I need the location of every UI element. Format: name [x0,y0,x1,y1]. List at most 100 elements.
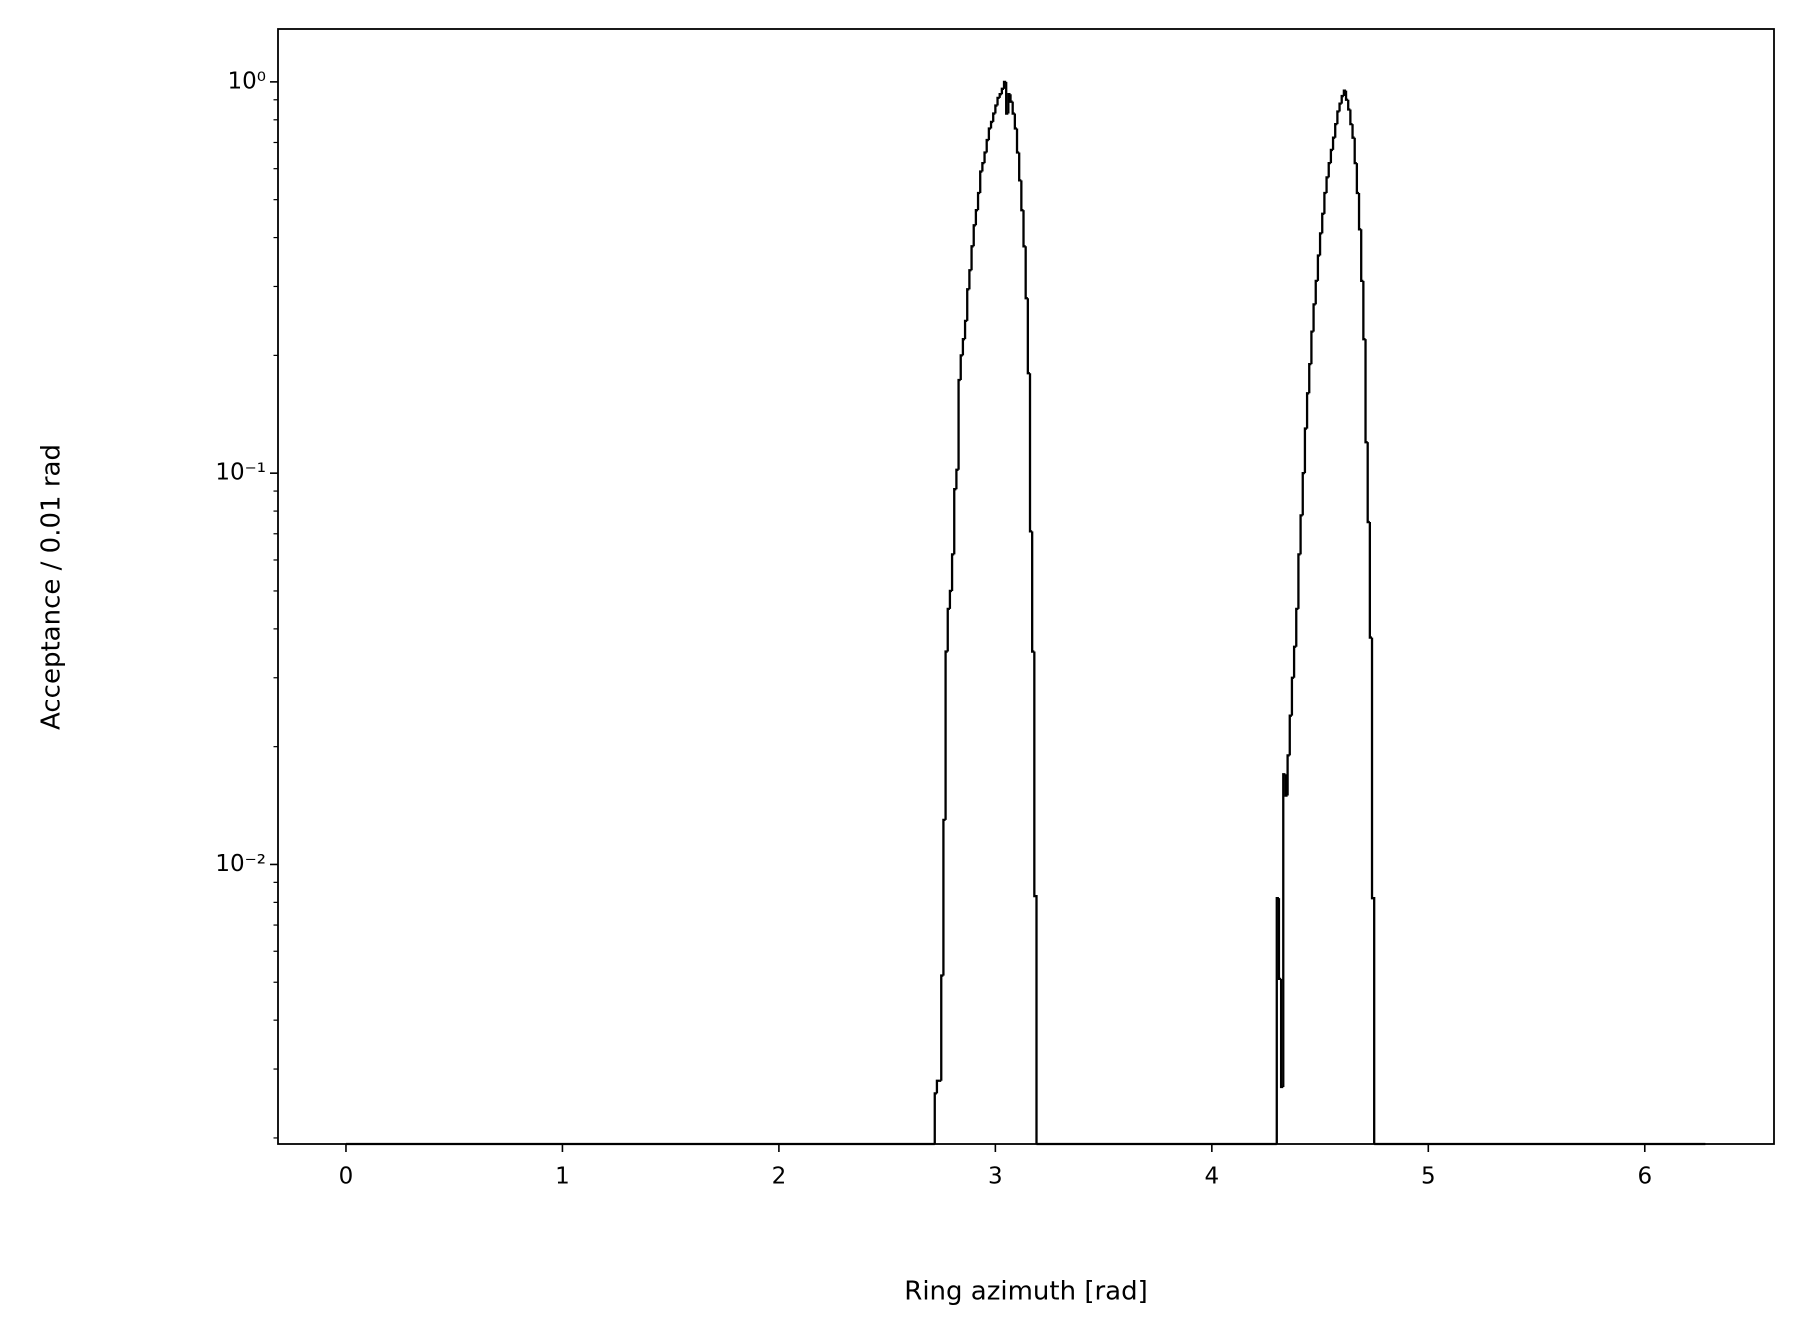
histogram-bin [1366,442,1370,524]
histogram-bin [1368,522,1373,639]
histogram-bin [996,96,1000,106]
histogram-bin [972,224,976,247]
histogram-bin [1031,531,1035,653]
histogram-bin [1277,898,1282,981]
histogram-bin [1020,180,1024,212]
histogram-bin [944,650,948,820]
histogram-bin [992,112,996,122]
plot-frame [277,28,1775,1145]
histogram-bin [957,378,961,470]
histogram-bin [1355,163,1360,195]
histogram-bin [1026,298,1030,375]
histogram-bin [961,338,966,356]
histogram-bin [1013,113,1018,130]
histogram-bin [1347,99,1351,111]
histogram-bin [981,161,985,172]
x-tick-label: 6 [1637,1164,1652,1190]
histogram-bin [1314,279,1318,305]
histogram-bin [1364,339,1368,444]
histogram-bin [1288,714,1292,756]
histogram-bin [985,138,989,153]
histogram-bin [1316,254,1321,281]
x-tick-label: 3 [988,1164,1003,1190]
y-tick-label: 10⁰ [228,68,267,94]
histogram-bin [1312,303,1316,332]
histogram-bin [979,170,983,193]
x-tick-label: 4 [1205,1164,1220,1190]
histogram-bin [1011,101,1015,115]
histogram-bin [1325,176,1329,193]
histogram-bin [955,468,959,490]
histogram-bin [1357,193,1362,231]
histogram-bin [1282,773,1286,1087]
y-axis-label: Acceptance / 0.01 rad [37,444,67,730]
histogram-bin [1033,651,1038,1144]
histogram-bin [1297,553,1301,609]
x-tick-label: 0 [339,1164,354,1190]
histogram-bin [1305,392,1310,429]
histogram-bin [1340,94,1344,104]
histogram-bin [1338,102,1342,112]
histogram-bin [953,488,957,555]
histogram-bin [1295,607,1299,647]
x-tick-label: 5 [1421,1164,1436,1190]
x-tick-label: 2 [772,1164,787,1190]
histogram-bin [1290,676,1295,716]
histogram-bin [987,127,992,141]
histogram-bin [970,245,974,271]
histogram-bin [940,974,944,1081]
histogram-bin [966,288,970,321]
histogram-bin [998,93,1002,98]
y-tick-label: 10⁻¹ [215,460,266,486]
histogram-bin [1015,128,1020,154]
histogram-bin [933,1092,937,1144]
histogram-bin [942,818,946,976]
histogram-bin [1323,191,1327,214]
histogram-bin [1279,978,1284,1089]
histogram-bin [1292,645,1297,678]
histogram-bin [963,319,968,340]
histogram-bin [1299,514,1303,555]
histogram-bin [989,120,994,129]
histogram-bin [1303,427,1308,474]
histogram-bin [959,354,963,381]
histogram-bin [1334,122,1338,138]
histogram-bin [1336,110,1340,125]
histogram-bin [1370,637,1376,1144]
histogram-bin [994,104,998,114]
histogram-bin [1331,136,1336,150]
histogram-bin [1349,109,1353,126]
histogram-bin [1009,94,1013,103]
histogram-bin [1308,362,1312,394]
histogram-bin [1362,280,1366,341]
histogram-bin [976,191,981,211]
histogram-bin [1018,152,1022,182]
histogram-bin [1353,137,1357,165]
histogram-bin [1360,229,1364,283]
histogram-bin [968,269,972,290]
x-tick-label: 1 [555,1164,570,1190]
histogram-bin [1301,472,1305,516]
histogram-bin [1024,246,1028,300]
histogram-bin [1022,210,1026,248]
histogram-bin [1329,148,1334,164]
histogram-bin [974,209,979,226]
histogram-bin [983,151,987,164]
histogram-bin [1000,87,1005,95]
histogram-bin [950,553,955,591]
x-axis-label: Ring azimuth [rad] [904,1277,1148,1307]
histogram-bin [1028,373,1033,533]
histogram-bin [1342,89,1347,97]
histogram-bin [935,1079,940,1094]
histogram-bin [1286,754,1290,796]
histogram-bin [1351,124,1355,139]
histogram-bin [1327,161,1331,178]
histogram-bin [948,589,953,609]
histogram-bin [1344,90,1349,101]
histogram-bin [1318,232,1323,256]
histogram-bin [1310,330,1314,365]
histogram-bin [1321,212,1325,234]
histogram-bin [946,607,950,652]
